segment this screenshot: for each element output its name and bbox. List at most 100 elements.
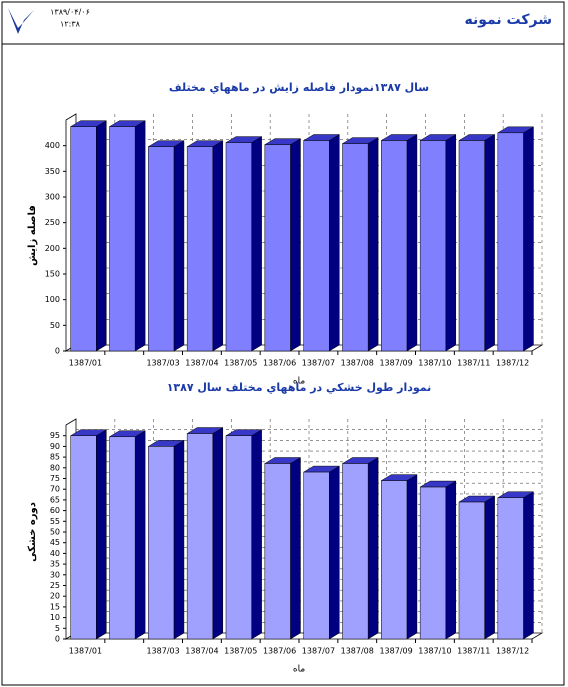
bar-side (173, 439, 185, 640)
bar-side (290, 457, 301, 640)
y-tick-label: 85 (50, 453, 60, 462)
bar (148, 146, 175, 352)
bar (303, 140, 330, 352)
bar-side (173, 140, 185, 352)
bar-side (445, 480, 457, 640)
y-tick-label: 65 (50, 495, 60, 504)
report-time: ۱۲:۳۸ (60, 20, 81, 29)
bar-side (329, 134, 340, 352)
bar (264, 463, 291, 640)
y-tick-label: 70 (50, 485, 60, 494)
bar-side (367, 457, 379, 640)
bar (264, 144, 291, 352)
x-tick-label: 1387/07 (302, 359, 335, 368)
y-tick-label: 150 (45, 270, 60, 279)
bar (225, 435, 252, 640)
y-tick-label: 350 (45, 167, 60, 176)
bar-side (329, 465, 340, 640)
bar-side (96, 429, 107, 640)
bar (497, 132, 524, 352)
x-tick-label: 1387/08 (341, 647, 374, 656)
bar-side (406, 134, 418, 352)
bar (109, 436, 136, 640)
chart-title: نمودار طول خشکي در ماههاي مختلف سال ۱۳۸۷ (167, 381, 432, 394)
x-tick-label: 1387/11 (457, 647, 490, 656)
y-tick-label: 5 (55, 624, 60, 633)
x-tick-label: 1387/05 (224, 359, 257, 368)
bar (186, 146, 214, 352)
y-tick-label: 50 (50, 528, 60, 537)
y-tick-label: 200 (45, 244, 60, 253)
bar (225, 142, 252, 352)
bar-side (290, 138, 301, 352)
y-tick-label: 100 (45, 295, 60, 304)
logo (8, 8, 34, 34)
bar-side (96, 120, 107, 352)
y-tick-label: 50 (50, 321, 60, 330)
y-tick-label: 95 (50, 431, 60, 440)
bar-side (484, 495, 495, 640)
y-tick-label: 0 (55, 635, 60, 644)
x-tick-label: 1387/03 (146, 359, 179, 368)
bar (70, 126, 97, 352)
x-tick-label: 1387/01 (69, 647, 102, 656)
bar-side (212, 140, 224, 352)
y-tick-label: 10 (50, 613, 60, 622)
x-tick-label: 1387/11 (457, 359, 490, 368)
x-tick-label: 1387/10 (418, 647, 451, 656)
x-tick-label: 1387/10 (418, 359, 451, 368)
bar (381, 140, 408, 352)
bar-side (523, 491, 534, 640)
y-tick-label: 30 (50, 570, 60, 579)
report-date: ۱۳۸۹/۰۴/۰۶ (50, 8, 90, 17)
bar-side (445, 134, 457, 352)
y-tick-label: 300 (45, 193, 60, 202)
bar-side (523, 126, 534, 352)
y-tick-label: 40 (50, 549, 60, 558)
x-tick-label: 1387/09 (379, 359, 412, 368)
bar (303, 471, 330, 640)
y-tick-label: 75 (50, 474, 60, 483)
y-tick-label: 400 (45, 141, 60, 150)
y-tick-label: 25 (50, 581, 60, 590)
bar (458, 501, 485, 640)
bar (109, 126, 136, 352)
bar-side (251, 429, 262, 640)
x-tick-label: 1387/12 (496, 647, 529, 656)
bar (419, 486, 447, 640)
bar-side (406, 474, 418, 640)
bar (148, 446, 175, 640)
bar (70, 435, 97, 640)
x-tick-label: 1387/03 (146, 647, 179, 656)
x-axis-label: ماه (293, 377, 305, 387)
x-tick-label: 1387/04 (185, 359, 218, 368)
x-tick-label: 1387/09 (379, 647, 412, 656)
x-tick-label: 1387/05 (224, 647, 257, 656)
y-tick-label: 250 (45, 218, 60, 227)
x-tick-label: 1387/06 (263, 359, 296, 368)
y-tick-label: 60 (50, 506, 60, 515)
x-tick-label: 1387/01 (69, 359, 102, 368)
bar-side (484, 134, 495, 352)
x-axis-label: ماه (293, 665, 305, 675)
bar-side (251, 136, 262, 352)
x-tick-label: 1387/04 (185, 647, 218, 656)
y-tick-label: 20 (50, 592, 60, 601)
y-tick-label: 35 (50, 560, 60, 569)
y-tick-label: 15 (50, 602, 60, 611)
bar (497, 497, 524, 640)
bar (186, 433, 214, 640)
bar (342, 463, 369, 640)
x-tick-label: 1387/08 (341, 359, 374, 368)
y-tick-label: 55 (50, 517, 60, 526)
y-tick-label: 80 (50, 463, 60, 472)
y-tick-label: 45 (50, 538, 60, 547)
bar (458, 140, 485, 352)
bar-side (134, 120, 146, 352)
x-tick-label: 1387/07 (302, 647, 335, 656)
y-tick-label: 0 (55, 347, 60, 356)
y-axis-label: فاصله زايش (27, 205, 38, 266)
x-tick-label: 1387/12 (496, 359, 529, 368)
bar (381, 480, 408, 640)
